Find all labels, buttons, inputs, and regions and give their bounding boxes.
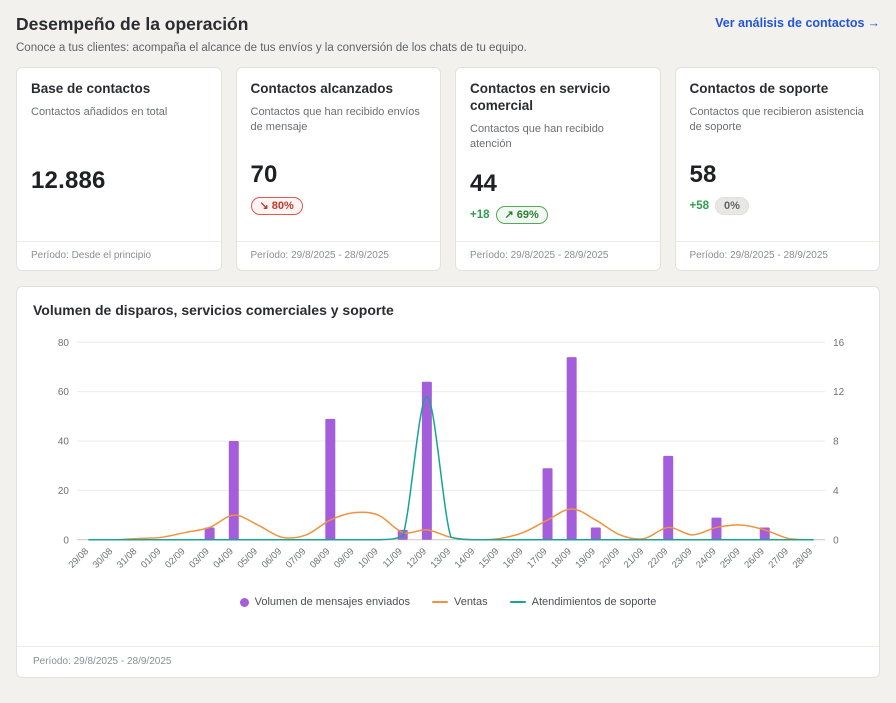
left-axis-tick: 80 [58, 338, 70, 349]
legend-label: Volumen de mensajes enviados [254, 596, 410, 608]
line-atendimientos-de-soporte[interactable] [88, 395, 814, 541]
left-axis-tick: 0 [63, 535, 69, 546]
trend-up-icon: ↗ [504, 208, 514, 221]
left-axis-tick: 40 [58, 437, 70, 448]
legend-label: Ventas [453, 596, 488, 608]
bar[interactable] [663, 455, 674, 540]
chart-title: Volumen de disparos, servicios comercial… [33, 302, 394, 318]
x-axis-label: 04/09 [211, 546, 236, 571]
delta-value: +18 [470, 208, 490, 221]
x-axis-label: 25/09 [718, 546, 743, 571]
x-axis-label: 23/09 [670, 546, 695, 571]
x-axis-label: 12/09 [404, 546, 429, 571]
card-contactos-soporte: Contactos de soporte Contactos que recib… [674, 67, 880, 271]
right-axis-tick: 8 [833, 437, 839, 448]
x-axis-label: 18/09 [549, 546, 574, 571]
card-title: Base de contactos [31, 81, 151, 96]
card-period: Período: 29/8/2025 - 28/9/2025 [236, 241, 440, 270]
x-axis-label: 19/09 [573, 546, 598, 571]
x-axis-label: 20/09 [598, 546, 623, 571]
x-axis-label: 08/09 [308, 546, 333, 571]
right-axis-tick: 12 [833, 387, 845, 398]
x-axis-label: 27/09 [766, 546, 791, 571]
card-period: Período: Desde el principio [17, 240, 221, 270]
chart-legend: Volumen de mensajes enviados Ventas Atendi… [33, 596, 863, 608]
x-axis-label: 30/08 [91, 546, 116, 571]
card-base-contactos: Base de contactos Contactos añadidos en … [16, 67, 222, 271]
left-axis-tick: 60 [58, 387, 70, 398]
legend-item[interactable]: Ventas [431, 596, 488, 608]
left-axis-tick: 20 [58, 486, 70, 497]
page-subtitle: Conoce a tus clientes: acompaña el alcan… [16, 42, 527, 54]
x-axis-label: 22/09 [646, 546, 671, 571]
delta-value: +58 [689, 200, 710, 213]
x-axis-label: 01/09 [139, 546, 164, 571]
x-axis-label: 05/09 [235, 546, 260, 571]
header-text: Desempeño de la operación Conoce a tus c… [16, 14, 527, 54]
card-value: 58 [689, 161, 717, 189]
bar[interactable] [711, 517, 722, 540]
legend-label: Atendimientos de soporte [531, 596, 657, 608]
card-period: Período: 29/8/2025 - 28/9/2025 [456, 241, 660, 270]
card-servicio-comercial: Contactos en servicio comercial Contacto… [455, 67, 661, 271]
x-axis-label: 16/09 [501, 546, 526, 571]
x-axis-label: 07/09 [284, 546, 309, 571]
page-header: Desempeño de la operación Conoce a tus c… [16, 14, 880, 54]
x-axis-label: 26/09 [742, 546, 767, 571]
x-axis-label: 21/09 [622, 546, 647, 571]
trend-badge: ↗ 69% [495, 205, 548, 224]
x-axis-label: 02/09 [163, 546, 188, 571]
right-axis-tick: 16 [833, 338, 845, 349]
right-axis-tick: 4 [833, 486, 839, 497]
card-description: Contactos que han recibido envíos de men… [250, 105, 420, 134]
x-axis-label: 11/09 [381, 546, 405, 570]
legend-dot-icon [239, 597, 249, 607]
x-axis-label: 06/09 [260, 546, 285, 571]
x-axis-label: 03/09 [187, 546, 212, 571]
card-value: 12.886 [31, 166, 106, 194]
trend-badge: 0% [715, 197, 749, 216]
card-description: Contactos que han recibido atención [470, 122, 604, 151]
bar[interactable] [325, 418, 336, 540]
bar[interactable] [421, 381, 432, 540]
trend-down-icon: ↘ [259, 200, 269, 213]
card-description: Contactos añadidos en total [31, 105, 168, 118]
card-title: Contactos de soporte [689, 81, 829, 96]
x-axis-label: 10/09 [356, 546, 381, 571]
x-axis-label: 28/09 [791, 546, 816, 571]
card-contactos-alcanzados: Contactos alcanzados Contactos que han r… [235, 67, 441, 271]
page-title: Desempeño de la operación [16, 14, 249, 34]
card-description: Contactos que recibieron asistencia de s… [689, 105, 864, 134]
card-period: Período: 29/8/2025 - 28/9/2025 [675, 241, 879, 270]
x-axis-label: 09/09 [332, 546, 357, 571]
contacts-analysis-link[interactable]: Ver análisis de contactos → [715, 16, 880, 30]
card-title: Contactos en servicio comercial [470, 81, 611, 113]
combo-chart: 0 0 20 4 40 8 60 12 80 16 29/08 30/08 31/08 01/09 02/0… [58, 338, 845, 571]
card-value: 70 [250, 161, 278, 189]
bar[interactable] [566, 357, 577, 540]
x-axis-label: 31/08 [115, 546, 140, 571]
x-axis-label: 29/08 [67, 546, 92, 571]
right-axis-tick: 0 [833, 535, 839, 546]
legend-item[interactable]: Atendimientos de soporte [509, 596, 657, 608]
x-axis-label: 14/09 [453, 546, 478, 571]
card-value: 44 [470, 169, 498, 197]
chart-card: Volumen de disparos, servicios comercial… [16, 286, 880, 678]
legend-line-icon [431, 601, 448, 603]
x-axis-label: 17/09 [525, 546, 550, 571]
legend-line-icon [509, 601, 526, 603]
legend-item[interactable]: Volumen de mensajes enviados [239, 596, 410, 608]
x-axis-label: 15/09 [477, 546, 502, 571]
card-title: Contactos alcanzados [250, 81, 394, 96]
bar[interactable] [542, 468, 553, 540]
bar[interactable] [590, 527, 601, 540]
stat-cards-row: Base de contactos Contactos añadidos en … [16, 67, 880, 271]
bar[interactable] [204, 527, 215, 540]
arrow-right-icon: → [867, 16, 881, 30]
x-axis-label: 24/09 [694, 546, 719, 571]
chart-period: Período: 29/8/2025 - 28/9/2025 [17, 646, 879, 677]
trend-badge: ↘ 80% [250, 197, 303, 216]
bar[interactable] [228, 441, 239, 540]
x-axis-label: 13/09 [429, 546, 454, 571]
